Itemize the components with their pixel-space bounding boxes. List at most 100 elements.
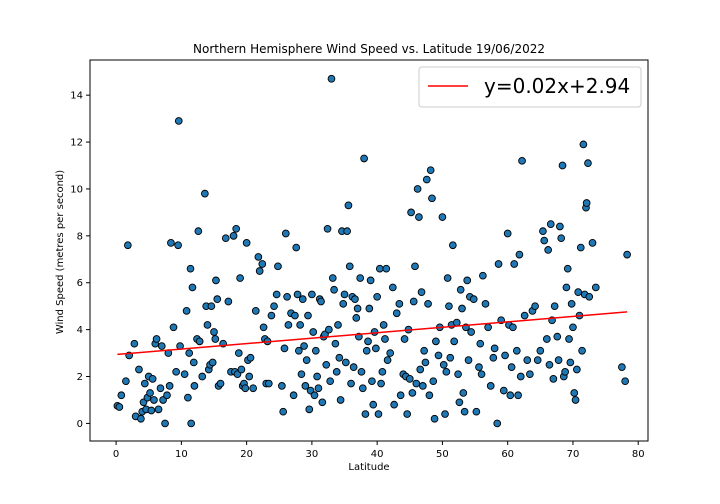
data-point: [374, 410, 383, 418]
data-point: [259, 323, 268, 332]
data-point: [523, 356, 532, 364]
data-point: [343, 227, 351, 236]
data-point: [323, 224, 332, 233]
data-point: [382, 264, 391, 273]
data-point: [294, 346, 303, 355]
data-point: [540, 236, 549, 245]
data-point: [335, 353, 344, 362]
data-point: [475, 363, 483, 371]
data-point: [140, 379, 149, 388]
data-point: [187, 419, 196, 428]
data-point: [460, 407, 469, 416]
data-point: [358, 384, 367, 393]
data-point: [554, 356, 563, 364]
data-point: [415, 213, 423, 221]
data-point: [203, 321, 212, 329]
data-point: [272, 290, 281, 299]
data-point: [439, 360, 448, 369]
x-tick-label: 60: [501, 449, 514, 460]
data-point: [533, 356, 542, 364]
data-point: [241, 384, 250, 393]
data-point: [405, 375, 414, 383]
data-point: [417, 288, 426, 296]
data-point: [198, 372, 207, 381]
data-point: [210, 328, 218, 336]
data-point: [430, 414, 439, 423]
data-point: [379, 321, 388, 329]
data-point: [377, 379, 385, 388]
data-point: [279, 407, 288, 416]
data-point: [618, 363, 626, 371]
data-point: [249, 384, 258, 393]
data-point: [300, 342, 308, 350]
legend-entry-label: y=0.02x+2.94: [484, 74, 630, 98]
legend-box: [418, 66, 642, 108]
data-point: [409, 297, 418, 306]
data-point: [167, 239, 175, 247]
data-point: [542, 335, 551, 343]
data-point: [512, 346, 521, 355]
data-point: [185, 349, 194, 357]
data-point: [499, 386, 508, 395]
data-point: [150, 396, 158, 404]
data-point: [375, 264, 384, 273]
data-point: [443, 274, 452, 282]
data-point: [314, 384, 323, 393]
data-point: [571, 396, 580, 404]
data-point: [411, 262, 419, 271]
data-point: [428, 194, 436, 203]
data-point: [545, 360, 554, 369]
data-point: [463, 276, 472, 285]
x-tick-label: 0: [113, 449, 119, 460]
data-point: [163, 391, 171, 400]
data-point: [201, 189, 209, 198]
data-point: [161, 419, 169, 428]
x-tick-label: 70: [567, 449, 580, 460]
data-point: [381, 335, 389, 343]
data-point: [420, 346, 429, 355]
data-point: [503, 229, 512, 238]
data-point: [422, 175, 431, 184]
regression-line: [117, 311, 628, 356]
y-tick-label: 6: [77, 278, 83, 289]
data-point: [452, 318, 461, 327]
data-point: [509, 323, 517, 332]
x-tick-label: 20: [240, 449, 253, 460]
data-point: [339, 299, 348, 308]
data-point: [445, 302, 453, 311]
data-point: [531, 302, 539, 311]
data-point: [254, 253, 263, 261]
data-point: [356, 274, 365, 282]
data-point: [549, 375, 558, 383]
data-point: [515, 250, 524, 259]
data-point: [245, 372, 254, 381]
data-point: [236, 274, 244, 282]
plot-area: [89, 59, 649, 442]
data-point: [553, 332, 562, 341]
data-point: [403, 410, 412, 418]
data-point: [458, 304, 466, 313]
data-point: [514, 391, 522, 400]
data-point: [392, 309, 401, 318]
data-point: [189, 358, 198, 367]
data-point: [357, 367, 366, 376]
plot-frame: [89, 59, 649, 442]
data-point: [237, 365, 246, 374]
data-point: [383, 356, 392, 364]
data-point: [438, 213, 447, 221]
data-point: [327, 74, 336, 83]
data-point: [584, 159, 592, 168]
data-point: [172, 367, 181, 376]
x-tick-label: 40: [371, 449, 384, 460]
data-point: [400, 335, 409, 343]
data-point: [344, 201, 353, 210]
data-point: [341, 358, 350, 367]
data-point: [274, 262, 282, 271]
y-tick-label: 2: [77, 372, 83, 383]
data-point: [481, 299, 490, 308]
data-point: [368, 377, 376, 386]
data-point: [510, 260, 519, 268]
data-point: [373, 292, 382, 301]
data-point: [585, 292, 594, 301]
data-point: [425, 391, 434, 400]
